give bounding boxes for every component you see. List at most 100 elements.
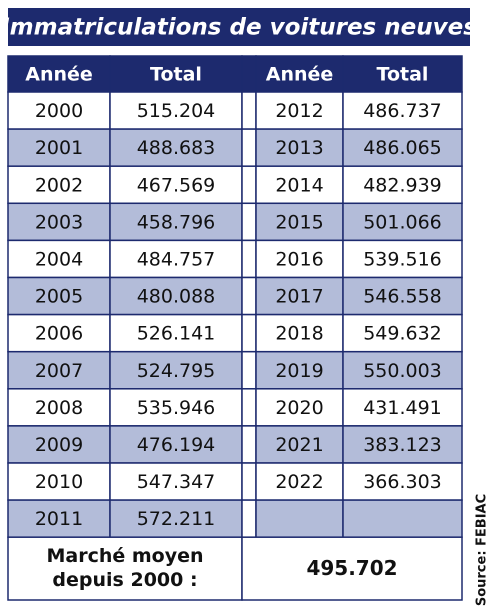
cell (255, 165, 344, 205)
table-cell: 366.303 (363, 471, 442, 493)
table-cell: 526.141 (137, 323, 216, 345)
footer-label: depuis 2000 : (52, 569, 197, 591)
cell (255, 425, 344, 464)
table-cell: 2011 (35, 508, 83, 530)
table-cell: 549.632 (363, 323, 442, 345)
cell (241, 91, 257, 130)
cell (109, 276, 243, 316)
cell (342, 202, 463, 242)
header-cell: Année (25, 64, 93, 86)
table-cell: 383.123 (363, 434, 442, 456)
header-cell: Année (266, 64, 334, 86)
table-cell: 550.003 (363, 360, 442, 382)
table-cell: 524.795 (137, 360, 216, 382)
cell (342, 462, 463, 501)
cell (7, 55, 111, 93)
cell (109, 388, 243, 427)
table-cell: 2007 (35, 360, 83, 382)
table-cell: 2019 (275, 360, 323, 382)
cell (241, 499, 257, 538)
cell (255, 499, 344, 538)
table-cell: 486.065 (363, 137, 442, 159)
table-cell: 2017 (275, 286, 323, 308)
cell (241, 202, 257, 242)
table-cell: 431.491 (363, 397, 442, 419)
cell (109, 128, 243, 167)
cell (7, 165, 111, 205)
cell (241, 165, 257, 205)
table-cell: 2013 (275, 137, 323, 159)
table-cell: 2022 (275, 471, 323, 493)
table-cell: 535.946 (137, 397, 216, 419)
footer-label: Marché moyen (46, 545, 203, 567)
table-cell: 2021 (275, 434, 323, 456)
cell (342, 91, 463, 130)
table-cell: 2016 (275, 248, 323, 270)
cell (342, 350, 463, 390)
cell (255, 202, 344, 242)
table-cell: 2006 (35, 323, 83, 345)
title-bar (8, 8, 470, 46)
table-cell: 2003 (35, 211, 83, 233)
table-cell: 2014 (275, 174, 323, 196)
table-cell: 2012 (275, 100, 323, 122)
table-cell: 2005 (35, 286, 83, 308)
cell (109, 239, 243, 279)
cell (342, 239, 463, 279)
table-cell: 2010 (35, 471, 83, 493)
cell (255, 239, 344, 279)
header-cell: Total (150, 64, 202, 86)
cell (7, 425, 111, 464)
cell (7, 536, 243, 601)
cell (241, 536, 463, 601)
cell (342, 165, 463, 205)
cell (255, 388, 344, 427)
cell (342, 276, 463, 316)
cell (109, 462, 243, 501)
cell (7, 239, 111, 279)
cell (342, 425, 463, 464)
cell (342, 128, 463, 167)
cell (109, 55, 243, 93)
cell (7, 462, 111, 501)
cell (342, 388, 463, 427)
table-cell: 2004 (35, 248, 83, 270)
cell (241, 276, 257, 316)
cell (109, 499, 243, 538)
cell (241, 128, 257, 167)
cell (7, 202, 111, 242)
table-cell: 2001 (35, 137, 83, 159)
table-cell: 515.204 (137, 100, 216, 122)
cell (7, 128, 111, 167)
cell (255, 55, 344, 93)
header-cell: Total (377, 64, 429, 86)
cell (241, 313, 257, 353)
table-cell: 480.088 (137, 286, 216, 308)
table-cell: 547.347 (137, 471, 216, 493)
table-cell: 2018 (275, 323, 323, 345)
cell (342, 499, 463, 538)
cell (342, 313, 463, 353)
cell (7, 499, 111, 538)
table-cell: 2008 (35, 397, 83, 419)
table-cell: 572.211 (137, 508, 216, 530)
cell (241, 55, 257, 93)
table-cell: 458.796 (137, 211, 216, 233)
table-cell: 2002 (35, 174, 83, 196)
table-cell: 467.569 (137, 174, 216, 196)
cell (241, 239, 257, 279)
table-cell: 484.757 (137, 248, 216, 270)
cell (109, 165, 243, 205)
table-cell: 2020 (275, 397, 323, 419)
table-cell: 486.737 (363, 100, 442, 122)
cell (241, 388, 257, 427)
table-cell: 501.066 (363, 211, 442, 233)
table-cell: 2000 (35, 100, 83, 122)
table-cell: 482.939 (363, 174, 442, 196)
table-cell: 546.558 (363, 286, 442, 308)
cell (7, 276, 111, 316)
cell (109, 313, 243, 353)
cell (241, 425, 257, 464)
cell (241, 462, 257, 501)
